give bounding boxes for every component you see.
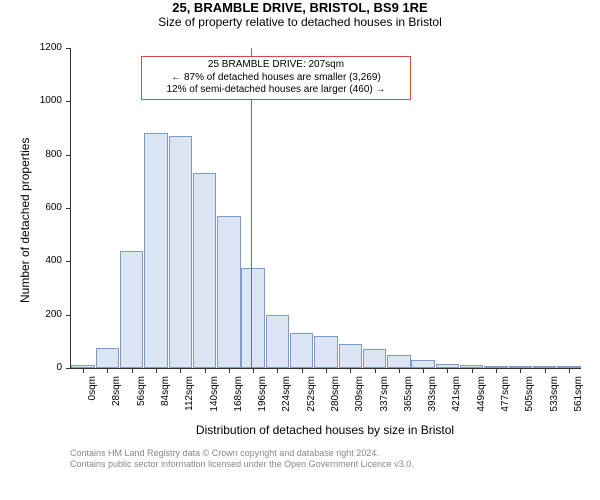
histogram-bar <box>241 268 264 368</box>
y-tick <box>66 315 71 316</box>
x-tick <box>229 368 230 373</box>
x-tick <box>302 368 303 373</box>
histogram-bar <box>411 360 434 368</box>
y-tick-label: 400 <box>45 255 62 266</box>
x-tick <box>205 368 206 373</box>
x-tick-label: 196sqm <box>257 376 268 426</box>
x-tick-label: 140sqm <box>209 376 220 426</box>
chart-title: 25, BRAMBLE DRIVE, BRISTOL, BS9 1RE <box>0 0 600 15</box>
x-tick-label: 224sqm <box>281 376 292 426</box>
x-tick-label: 28sqm <box>111 376 122 426</box>
x-tick <box>350 368 351 373</box>
histogram-bar <box>339 344 362 368</box>
histogram-bar <box>290 333 313 368</box>
x-tick-label: 533sqm <box>549 376 560 426</box>
x-tick-label: 393sqm <box>427 376 438 426</box>
x-tick <box>399 368 400 373</box>
histogram-bar <box>96 348 119 368</box>
y-tick-label: 800 <box>45 149 62 160</box>
x-tick-label: 309sqm <box>354 376 365 426</box>
x-tick-label: 252sqm <box>306 376 317 426</box>
x-tick-label: 84sqm <box>160 376 171 426</box>
histogram-bar <box>144 133 167 368</box>
y-tick <box>66 101 71 102</box>
x-tick <box>326 368 327 373</box>
annotation-line: 12% of semi-detached houses are larger (… <box>146 84 406 97</box>
x-tick-label: 365sqm <box>403 376 414 426</box>
y-tick <box>66 368 71 369</box>
y-axis-label: Number of detached properties <box>18 138 32 303</box>
x-tick-label: 505sqm <box>524 376 535 426</box>
x-tick <box>545 368 546 373</box>
y-tick-label: 1000 <box>40 95 62 106</box>
y-tick-label: 1200 <box>40 42 62 53</box>
x-tick-label: 337sqm <box>379 376 390 426</box>
x-tick <box>472 368 473 373</box>
x-tick-label: 561sqm <box>573 376 584 426</box>
histogram-bar <box>266 315 289 368</box>
histogram-bar <box>169 136 192 368</box>
x-tick-label: 112sqm <box>184 376 195 426</box>
histogram-bar <box>217 216 240 368</box>
x-tick-label: 449sqm <box>476 376 487 426</box>
x-tick <box>156 368 157 373</box>
x-tick <box>277 368 278 373</box>
y-tick <box>66 48 71 49</box>
x-tick <box>132 368 133 373</box>
x-tick <box>569 368 570 373</box>
y-tick <box>66 155 71 156</box>
x-tick-label: 421sqm <box>451 376 462 426</box>
footer-line-1: Contains HM Land Registry data © Crown c… <box>70 448 414 459</box>
x-tick-label: 280sqm <box>330 376 341 426</box>
histogram-bar <box>193 173 216 368</box>
histogram-bar <box>120 251 143 368</box>
x-tick <box>423 368 424 373</box>
x-tick-label: 56sqm <box>136 376 147 426</box>
plot-area: 25 BRAMBLE DRIVE: 207sqm← 87% of detache… <box>70 48 581 369</box>
x-tick-label: 0sqm <box>87 376 98 426</box>
x-tick <box>180 368 181 373</box>
chart-subtitle: Size of property relative to detached ho… <box>0 15 600 29</box>
x-tick <box>496 368 497 373</box>
annotation-box: 25 BRAMBLE DRIVE: 207sqm← 87% of detache… <box>141 56 411 100</box>
annotation-line: 25 BRAMBLE DRIVE: 207sqm <box>146 59 406 72</box>
x-tick <box>375 368 376 373</box>
y-tick-label: 0 <box>56 362 62 373</box>
x-tick <box>107 368 108 373</box>
x-tick-label: 168sqm <box>233 376 244 426</box>
histogram-bar <box>363 349 386 368</box>
histogram-bar <box>314 336 337 368</box>
y-tick <box>66 208 71 209</box>
x-tick <box>83 368 84 373</box>
annotation-line: ← 87% of detached houses are smaller (3,… <box>146 72 406 85</box>
footer-line-2: Contains public sector information licen… <box>70 459 414 470</box>
y-tick <box>66 261 71 262</box>
x-tick <box>520 368 521 373</box>
x-tick-label: 477sqm <box>500 376 511 426</box>
footer-attribution: Contains HM Land Registry data © Crown c… <box>70 448 414 471</box>
y-tick-label: 200 <box>45 309 62 320</box>
x-tick <box>253 368 254 373</box>
y-tick-label: 600 <box>45 202 62 213</box>
x-tick <box>447 368 448 373</box>
histogram-bar <box>387 355 410 368</box>
